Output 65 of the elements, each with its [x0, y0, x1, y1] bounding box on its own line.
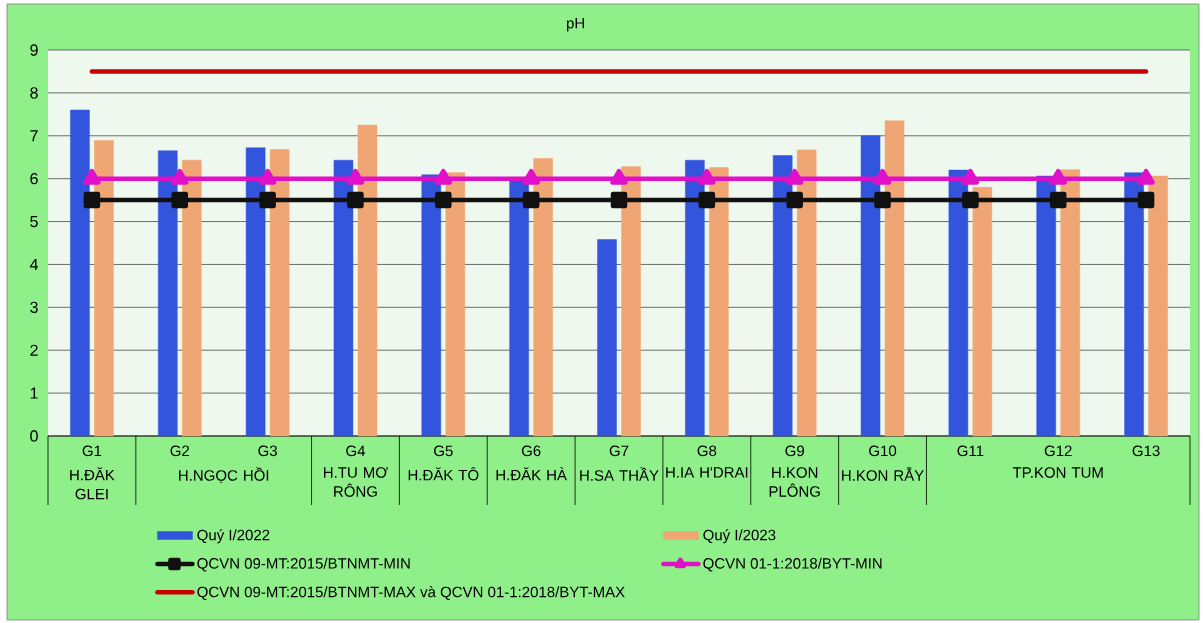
- text: H.KON PLÔNG: [769, 467, 820, 497]
- text: TP.KON TUM: [1012, 467, 1103, 478]
- legend-label: Quý I/2022: [197, 529, 270, 544]
- bar: [269, 149, 290, 437]
- bar: [860, 135, 881, 437]
- bar: [597, 239, 617, 437]
- bar: [1148, 175, 1168, 437]
- x-tick-label: G1: [82, 445, 102, 457]
- bar: [158, 150, 178, 437]
- y-tick-label: 0: [30, 430, 38, 442]
- bar: [1124, 172, 1144, 437]
- bar: [621, 166, 641, 437]
- x-tick-label: G13: [1132, 445, 1160, 457]
- text: H.IA H'DRAI: [666, 467, 748, 478]
- bar: [709, 167, 729, 437]
- x-tick-label: G6: [521, 445, 541, 457]
- bar: [333, 159, 354, 437]
- bar: [884, 120, 905, 437]
- text: H.KON RẪY: [842, 467, 924, 481]
- bar: [796, 149, 817, 437]
- bar: [972, 186, 993, 437]
- bar: [1036, 175, 1056, 437]
- bar: [685, 159, 705, 437]
- x-tick-label: G8: [697, 445, 717, 457]
- x-tick-label: G12: [1044, 445, 1072, 457]
- text: H.TU MƠ RÔNG: [324, 467, 388, 497]
- y-tick-label: 2: [30, 344, 38, 356]
- bar: [533, 158, 553, 437]
- bar: [1060, 169, 1080, 437]
- x-tick-label: G4: [346, 445, 366, 457]
- x-tick-label: G2: [170, 445, 190, 457]
- y-tick-label: 6: [30, 173, 38, 185]
- bar: [94, 140, 114, 437]
- x-tick-label: G3: [258, 445, 277, 457]
- y-tick-label: 4: [29, 258, 38, 270]
- x-tick-label: G10: [869, 445, 897, 457]
- y-tick-label: 9: [30, 44, 38, 56]
- text: H.NGỌC HỒI: [179, 467, 269, 483]
- chart-title: pH: [567, 18, 584, 32]
- x-tick-label: G7: [609, 445, 629, 457]
- bar: [445, 172, 466, 437]
- y-tick-label: 7: [30, 130, 38, 142]
- legend-label: QCVN 09-MT:2015/BTNMT-MAX và QCVN 01-1:2018/BYT-MAX: [197, 586, 625, 600]
- bar: [182, 159, 202, 437]
- text: H.ĐĂK GLEI: [70, 467, 115, 500]
- y-tick-label: 8: [30, 87, 38, 99]
- x-tick-label: G9: [785, 445, 804, 457]
- legend-label: QCVN 01-1:2018/BYT-MIN: [703, 557, 882, 572]
- x-tick-label: G11: [957, 445, 984, 457]
- bar: [70, 109, 90, 437]
- text: H.ĐĂK TÔ: [408, 467, 479, 481]
- text: H.SA THẦY: [580, 467, 659, 481]
- bar: [357, 124, 378, 437]
- bar: [948, 169, 969, 437]
- bar: [772, 155, 793, 437]
- x-tick-label: G5: [434, 445, 453, 457]
- bar: [245, 147, 266, 437]
- text: H.ĐĂK HÀ: [496, 467, 567, 481]
- y-tick-label: 3: [30, 301, 38, 313]
- y-tick-label: 1: [30, 387, 38, 399]
- y-tick-label: 5: [30, 215, 38, 228]
- legend-label: QCVN 09-MT:2015/BTNMT-MIN: [197, 557, 410, 572]
- bar: [509, 180, 529, 437]
- bar: [421, 174, 442, 437]
- legend-label: Quý I/2023: [703, 529, 776, 544]
